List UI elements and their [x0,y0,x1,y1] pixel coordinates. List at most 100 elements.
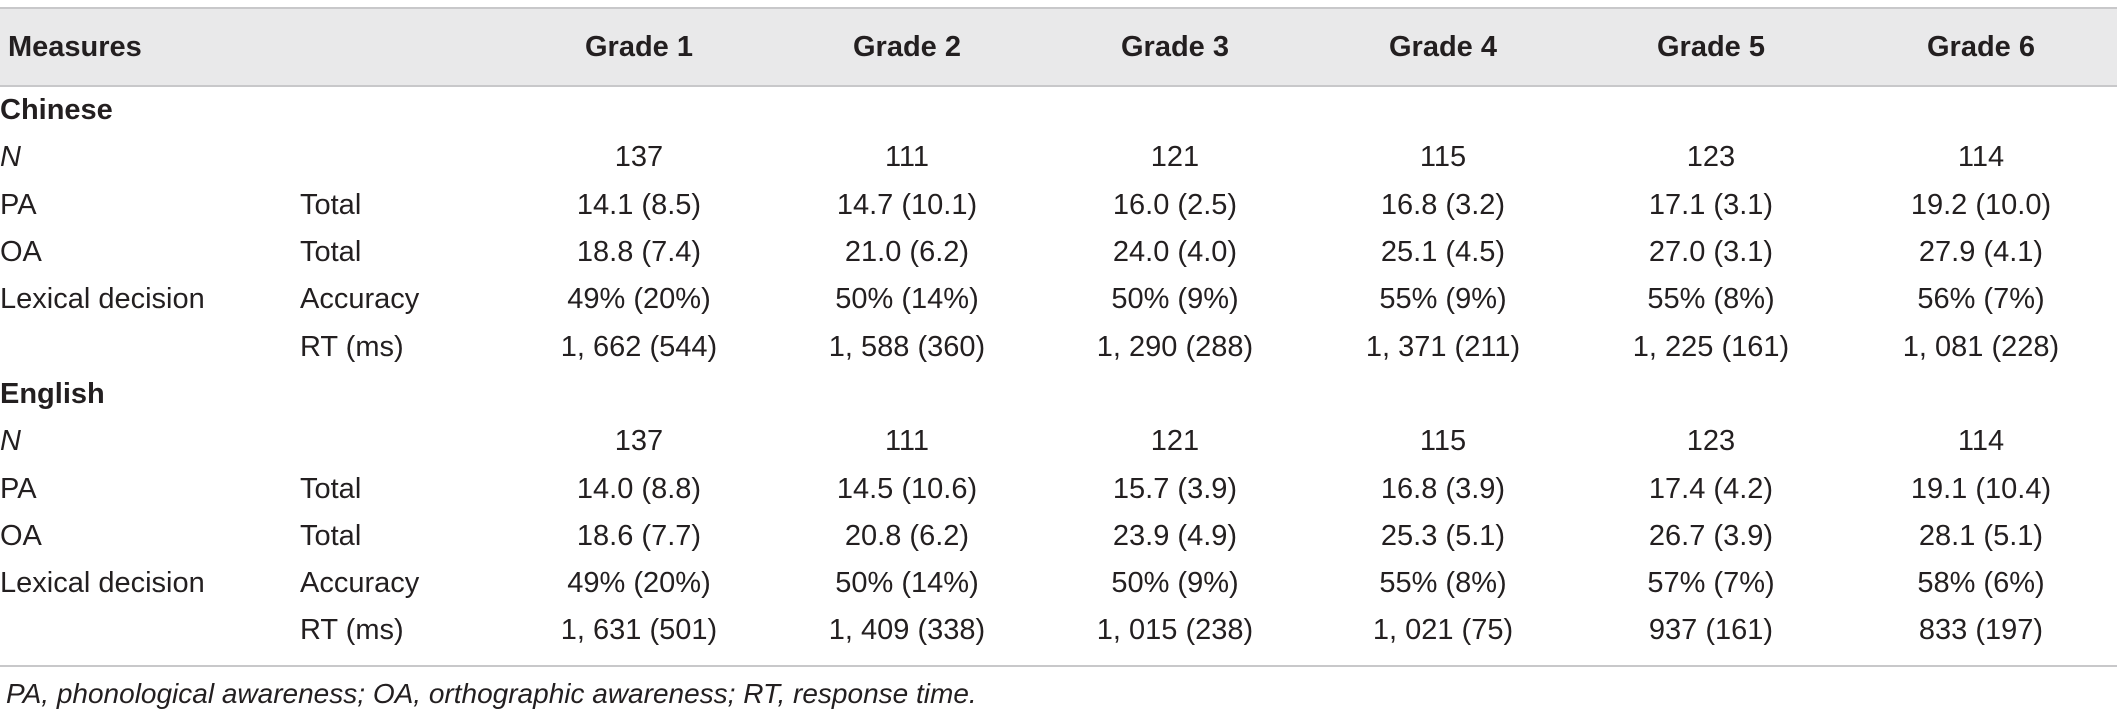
value-cell-grade-4: 25.1 (4.5) [1380,236,1506,269]
value-cell-grade-6: 19.1 (10.4) [1910,472,2052,505]
value-cell-grade-4: 55% (8%) [1379,567,1507,600]
table-row: RT (ms) 1, 631 (501) 1, 409 (338) 1, 015 (2… [0,607,2117,654]
value-cell-grade-5: 123 [1686,141,1736,174]
table-body: Chinese N 137 111 121 115 123 114 PA Total 14.1 (8… [0,87,2117,655]
measure-cell [0,323,300,370]
header-grade-1: Grade 1 [585,30,693,63]
value-cell-grade-4: 1, 371 (211) [1365,330,1521,363]
header-submeasure [300,7,505,87]
value-cell-grade-5: 57% (7%) [1647,567,1775,600]
value-cell-grade-1: 137 [614,141,664,174]
value-cell-grade-1: 1, 662 (544) [560,330,718,363]
value-cell-grade-5: 123 [1686,425,1736,458]
value-cell-grade-3: 50% (9%) [1111,283,1239,316]
measure-cell: N [0,425,21,458]
value-cell-grade-4: 55% (9%) [1379,283,1507,316]
measure-cell: N [0,141,21,174]
value-cell-grade-5: 17.1 (3.1) [1648,188,1774,221]
value-cell-grade-2: 21.0 (6.2) [844,236,970,269]
value-cell-grade-1: 18.8 (7.4) [576,236,702,269]
value-cell-grade-1: 137 [614,425,664,458]
table-row: N 137 111 121 115 123 114 [0,418,2117,465]
value-cell-grade-3: 24.0 (4.0) [1112,236,1238,269]
value-cell-grade-4: 25.3 (5.1) [1380,519,1506,552]
header-grade-3: Grade 3 [1121,30,1229,63]
value-cell-grade-1: 14.0 (8.8) [576,472,702,505]
submeasure-cell: Accuracy [300,283,420,316]
value-cell-grade-5: 55% (8%) [1647,283,1775,316]
measure-cell [0,607,300,654]
submeasure-cell: Accuracy [300,567,420,600]
measure-cell: OA [0,236,42,269]
value-cell-grade-1: 18.6 (7.7) [576,519,702,552]
value-cell-grade-5: 1, 225 (161) [1632,330,1790,363]
value-cell-grade-6: 833 (197) [1918,614,2044,647]
table-row: PA Total 14.1 (8.5) 14.7 (10.1) 16.0 (2.5) 16… [0,182,2117,229]
table-footnote: PA, phonological awareness; OA, orthogra… [6,678,977,709]
header-measures: Measures [8,30,142,63]
value-cell-grade-2: 111 [884,425,930,458]
value-cell-grade-4: 115 [1419,141,1467,174]
measure-cell: PA [0,472,37,505]
value-cell-grade-2: 111 [884,141,930,174]
bottom-rule [0,665,2117,667]
value-cell-grade-2: 14.5 (10.6) [836,472,978,505]
value-cell-grade-5: 27.0 (3.1) [1648,236,1774,269]
value-cell-grade-3: 1, 015 (238) [1096,614,1254,647]
value-cell-grade-3: 121 [1150,425,1200,458]
submeasure-cell [300,418,505,465]
value-cell-grade-2: 50% (14%) [835,567,979,600]
value-cell-grade-2: 1, 588 (360) [828,330,986,363]
table-row: RT (ms) 1, 662 (544) 1, 588 (360) 1, 290 (2… [0,323,2117,370]
submeasure-cell: Total [300,472,362,505]
header-grade-5: Grade 5 [1657,30,1765,63]
section-title: English [0,377,105,410]
value-cell-grade-6: 1, 081 (228) [1902,330,2060,363]
submeasure-cell: Total [300,519,362,552]
table-row: N 137 111 121 115 123 114 [0,134,2117,181]
value-cell-grade-6: 114 [1957,425,2005,458]
value-cell-grade-2: 50% (14%) [835,283,979,316]
value-cell-grade-3: 50% (9%) [1111,567,1239,600]
value-cell-grade-4: 115 [1419,425,1467,458]
header-grade-2: Grade 2 [853,30,961,63]
value-cell-grade-5: 17.4 (4.2) [1648,472,1774,505]
submeasure-cell: RT (ms) [300,330,404,363]
submeasure-cell [300,134,505,181]
table-header-row: Measures Grade 1 Grade 2 Grade 3 Grade 4… [0,7,2117,87]
measure-cell: Lexical decision [0,283,205,316]
section-row: English [0,371,2117,418]
value-cell-grade-6: 28.1 (5.1) [1918,519,2044,552]
submeasure-cell: Total [300,236,362,269]
value-cell-grade-6: 58% (6%) [1917,567,2045,600]
value-cell-grade-5: 937 (161) [1648,614,1774,647]
value-cell-grade-1: 49% (20%) [567,567,711,600]
value-cell-grade-3: 23.9 (4.9) [1112,519,1238,552]
value-cell-grade-4: 16.8 (3.9) [1380,472,1506,505]
value-cell-grade-1: 49% (20%) [567,283,711,316]
section-row: Chinese [0,87,2117,134]
value-cell-grade-3: 16.0 (2.5) [1112,188,1238,221]
value-cell-grade-2: 1, 409 (338) [828,614,986,647]
value-cell-grade-6: 19.2 (10.0) [1910,188,2052,221]
value-cell-grade-3: 15.7 (3.9) [1112,472,1238,505]
table-row: OA Total 18.6 (7.7) 20.8 (6.2) 23.9 (4.9) 25.… [0,513,2117,560]
value-cell-grade-3: 1, 290 (288) [1096,330,1254,363]
value-cell-grade-6: 27.9 (4.1) [1918,236,2044,269]
header-grade-4: Grade 4 [1389,30,1497,63]
measure-cell: PA [0,188,37,221]
table-row: PA Total 14.0 (8.8) 14.5 (10.6) 15.7 (3.9) 16… [0,465,2117,512]
value-cell-grade-5: 26.7 (3.9) [1648,519,1774,552]
value-cell-grade-2: 14.7 (10.1) [836,188,978,221]
header-band [0,7,2117,87]
measure-cell: Lexical decision [0,567,205,600]
value-cell-grade-2: 20.8 (6.2) [844,519,970,552]
table-row: OA Total 18.8 (7.4) 21.0 (6.2) 24.0 (4.0) 25.… [0,229,2117,276]
value-cell-grade-1: 14.1 (8.5) [576,188,702,221]
submeasure-cell: RT (ms) [300,614,404,647]
table-row: Lexical decision Accuracy 49% (20%) 50% (14… [0,276,2117,323]
table-row: Lexical decision Accuracy 49% (20%) 50% (14… [0,560,2117,607]
value-cell-grade-6: 56% (7%) [1917,283,2045,316]
section-title: Chinese [0,94,113,127]
